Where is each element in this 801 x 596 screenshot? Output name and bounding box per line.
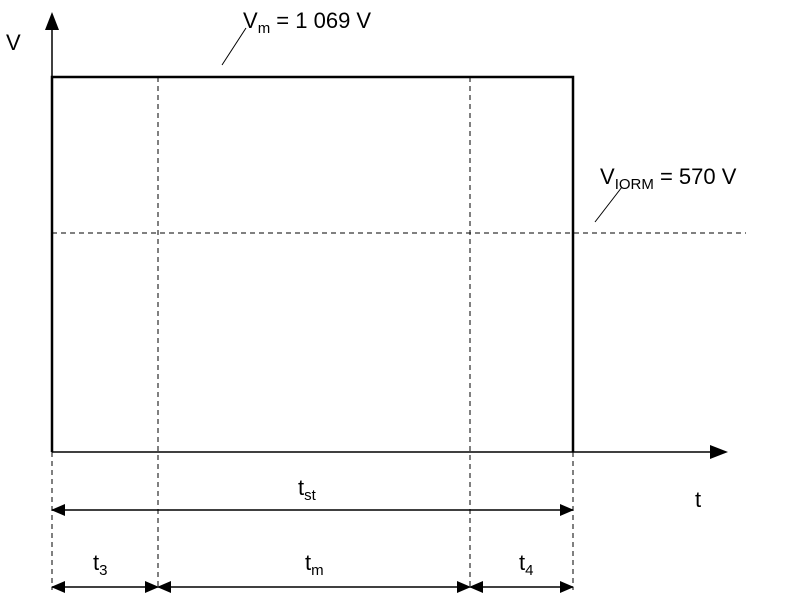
- vm-leader-line: [221, 27, 247, 66]
- t4-label: t4: [519, 550, 533, 579]
- tst-label: tst: [298, 475, 317, 504]
- viorm-leader-line: [594, 186, 623, 223]
- x-axis-arrowhead: [710, 445, 728, 459]
- x-axis: [52, 445, 728, 459]
- y-axis-label: V: [6, 30, 21, 55]
- tm-label: tm: [305, 550, 324, 579]
- voltage-pulse: [50, 75, 575, 452]
- y-axis-arrowhead: [45, 12, 59, 30]
- viorm-annotation: VIORM = 570 V: [600, 164, 737, 193]
- t3-label: t3: [93, 550, 107, 579]
- x-axis-label: t: [695, 487, 701, 512]
- vm-annotation: Vm = 1 069 V: [243, 8, 371, 37]
